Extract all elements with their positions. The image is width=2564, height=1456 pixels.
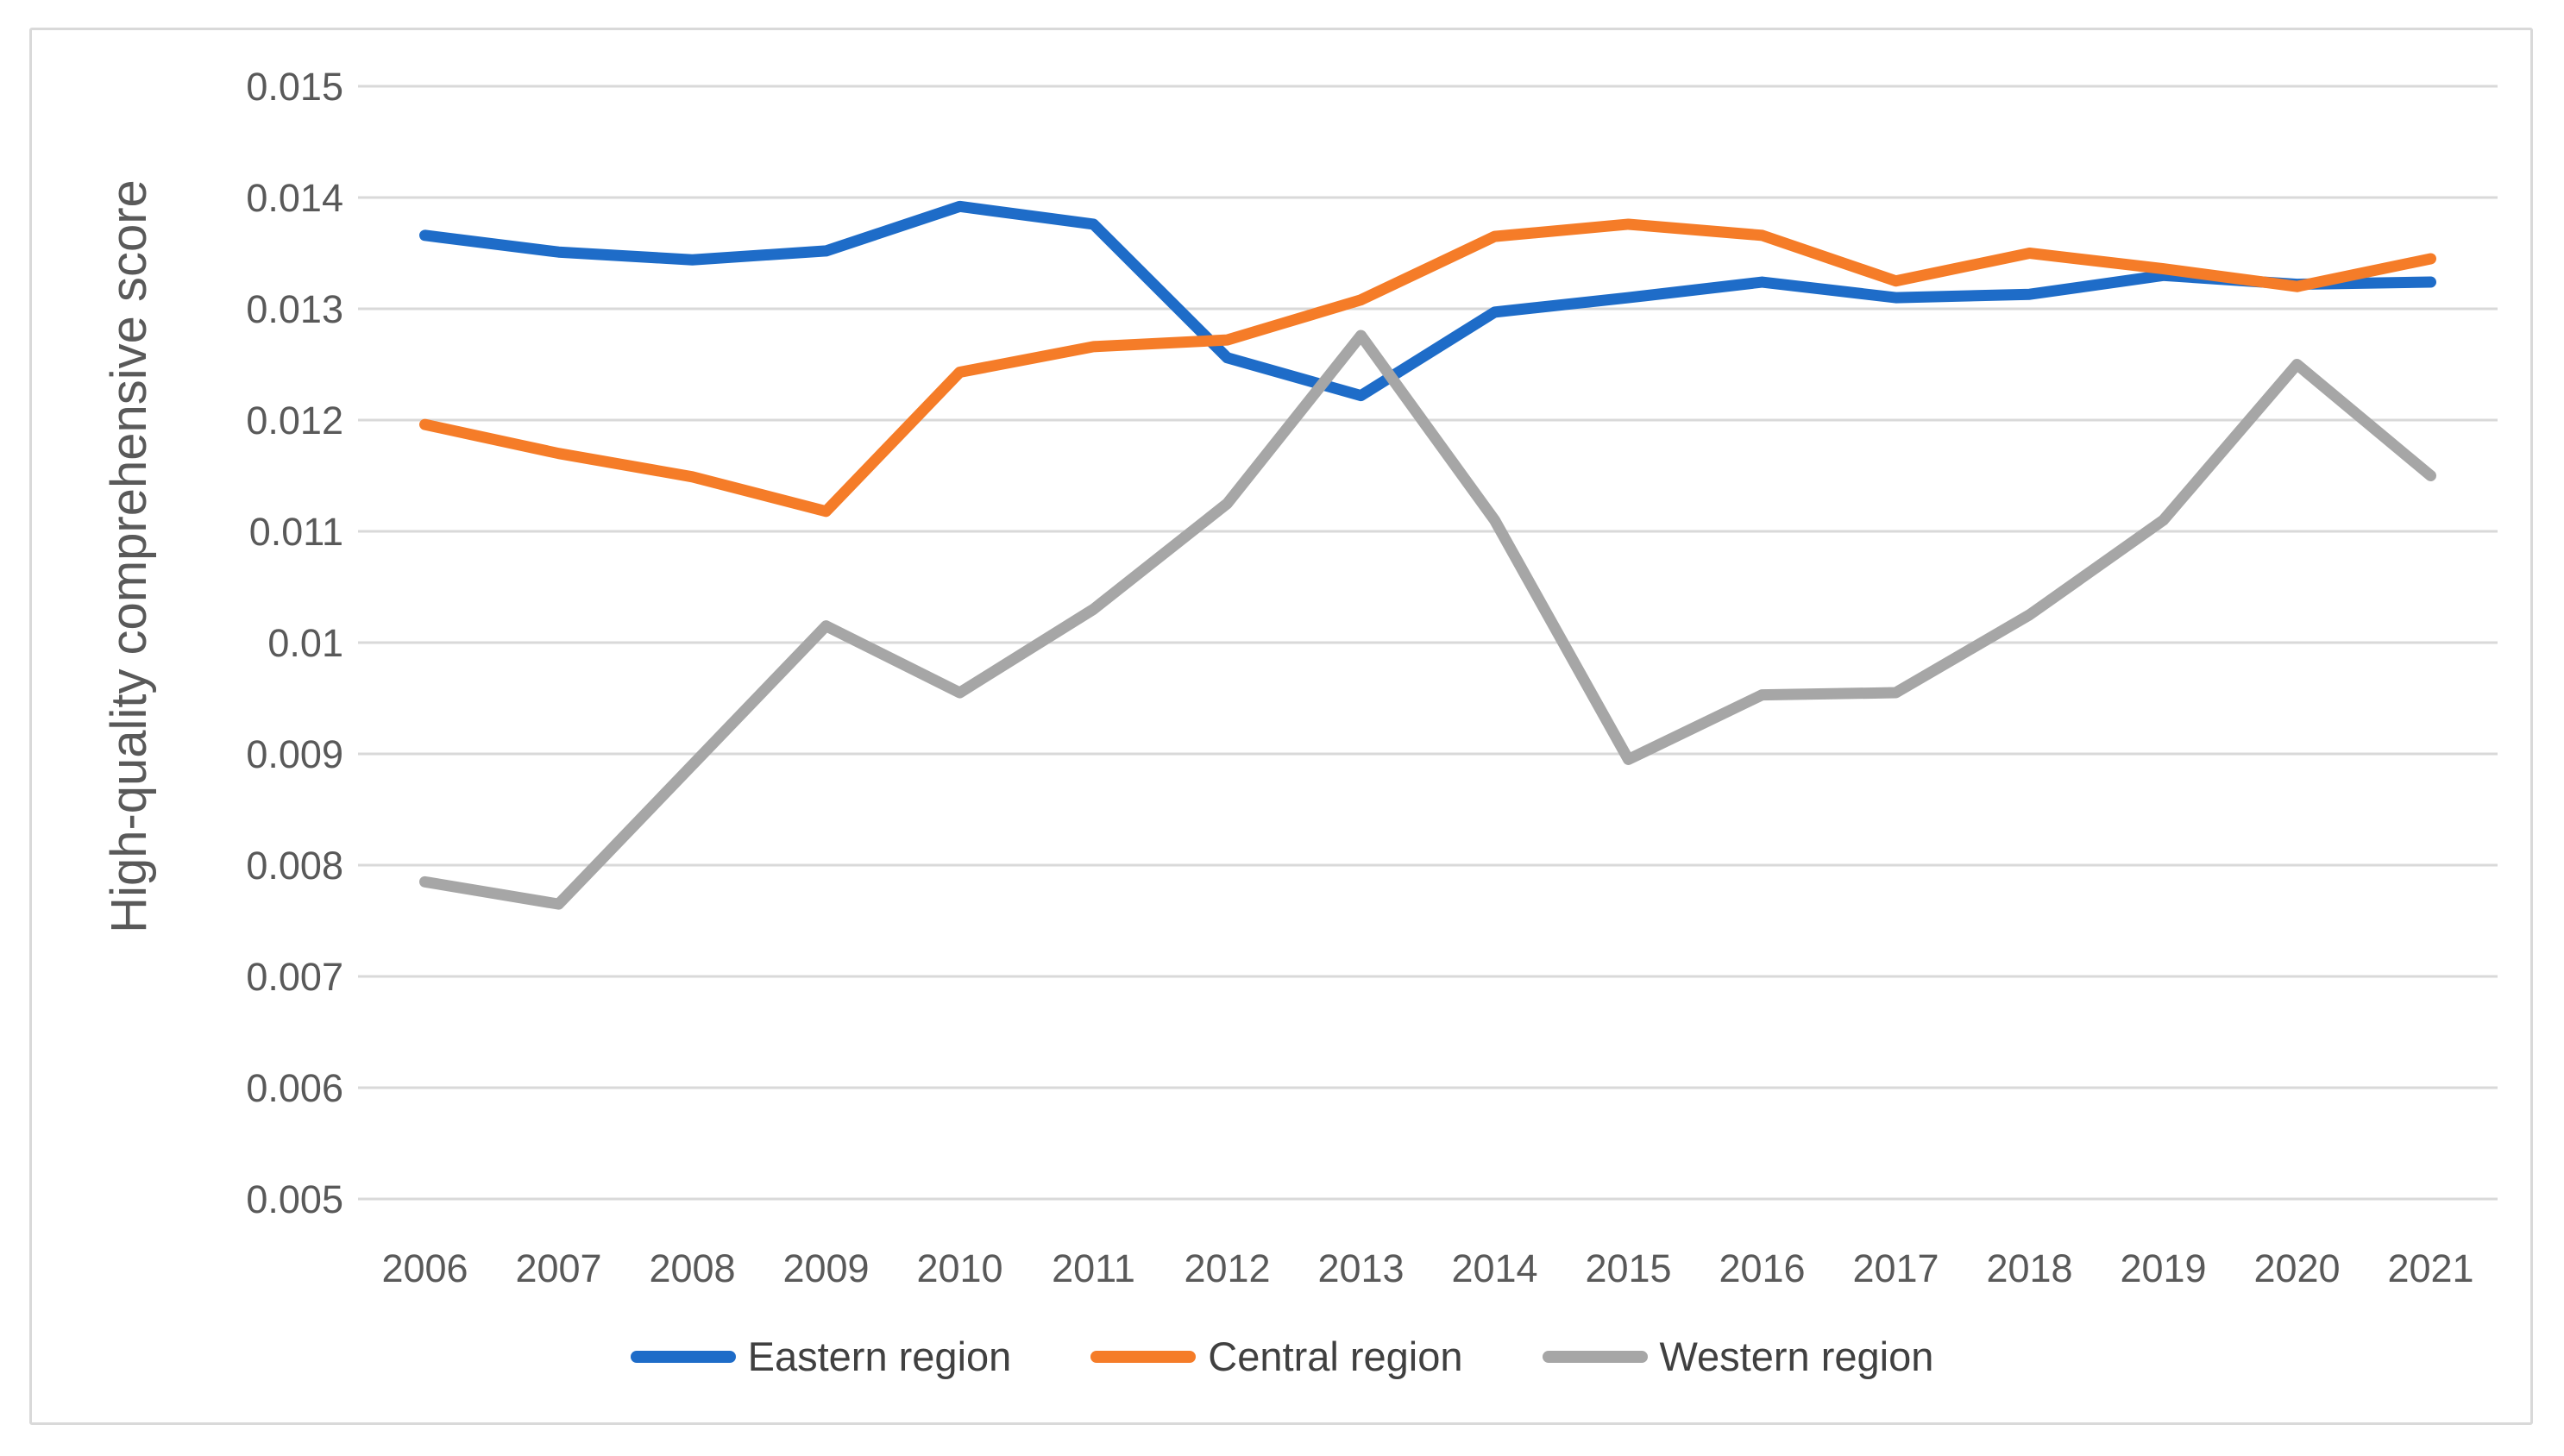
legend-label-western: Western region (1659, 1334, 1934, 1379)
y-tick-label: 0.012 (246, 399, 343, 442)
x-tick-label: 2009 (782, 1246, 869, 1290)
x-tick-label: 2007 (515, 1246, 601, 1290)
y-tick-label: 0.005 (246, 1177, 343, 1221)
x-tick-label: 2021 (2387, 1246, 2473, 1290)
legend-label-central: Central region (1208, 1334, 1463, 1379)
x-tick-label: 2014 (1451, 1246, 1537, 1290)
x-tick-label: 2018 (1986, 1246, 2072, 1290)
x-tick-label: 2012 (1184, 1246, 1270, 1290)
x-tick-label: 2008 (649, 1246, 735, 1290)
y-tick-label: 0.014 (246, 176, 343, 220)
y-tick-label: 0.013 (246, 287, 343, 331)
x-tick-label: 2017 (1852, 1246, 1939, 1290)
y-tick-label: 0.015 (246, 65, 343, 109)
y-axis-title: High-quality comprehensive score (101, 179, 157, 933)
x-tick-label: 2013 (1317, 1246, 1404, 1290)
series-line-central-region (419, 218, 2436, 518)
x-tick-label: 2010 (916, 1246, 1002, 1290)
legend-item-western: Western region (1542, 1333, 1934, 1380)
y-tick-label: 0.007 (246, 955, 343, 999)
legend-item-eastern: Eastern region (630, 1333, 1012, 1380)
y-tick-label: 0.008 (246, 844, 343, 888)
y-tick-label: 0.006 (246, 1066, 343, 1110)
x-tick-label: 2020 (2253, 1246, 2340, 1290)
legend-swatch-western (1542, 1350, 1648, 1363)
legend-swatch-eastern (630, 1350, 736, 1363)
x-tick-label: 2006 (381, 1246, 468, 1290)
x-tick-label: 2016 (1719, 1246, 1805, 1290)
chart-legend: Eastern region Central region Western re… (0, 1333, 2564, 1380)
legend-label-eastern: Eastern region (747, 1334, 1012, 1379)
y-tick-label: 0.011 (249, 510, 343, 554)
series-line-western-region (419, 329, 2436, 910)
series-line-eastern-region (419, 200, 2436, 402)
legend-item-central: Central region (1090, 1333, 1463, 1380)
x-tick-label: 2019 (2120, 1246, 2206, 1290)
x-tick-label: 2015 (1585, 1246, 1671, 1290)
x-tick-label: 2011 (1052, 1246, 1135, 1290)
y-tick-label: 0.01 (267, 621, 343, 665)
legend-swatch-central (1090, 1350, 1197, 1363)
y-tick-label: 0.009 (246, 732, 343, 776)
